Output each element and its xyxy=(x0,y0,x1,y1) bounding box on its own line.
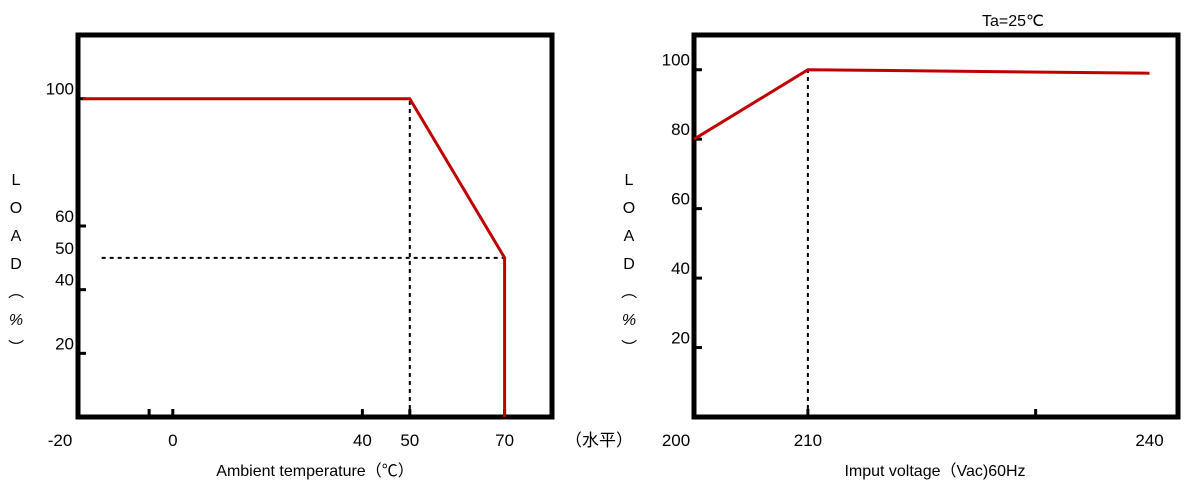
c1-y-tick-label: 50 xyxy=(55,239,74,258)
c2-x-tick-label: 210 xyxy=(794,431,822,450)
c2-y-axis-title-char: L xyxy=(625,172,634,189)
c2-y-axis-title-char: % xyxy=(622,312,636,329)
c1-x-tick-label: 0 xyxy=(168,431,177,450)
c1-y-axis-title-char: （ xyxy=(6,283,24,299)
c2-y-tick-label: 100 xyxy=(662,51,690,70)
chart-temperature: -20 0 40 50 70 100 60 50 40 20 （水平） Ambient temp… xyxy=(6,32,633,480)
chart2-annotation: Ta=25℃ xyxy=(982,13,1044,30)
chart1-x-axis-title: Ambient temperature（℃） xyxy=(216,462,413,480)
c2-y-axis-title-char: D xyxy=(623,256,635,273)
c1-y-tick-label: 20 xyxy=(55,334,74,353)
c2-y-axis-title-char: A xyxy=(624,228,635,245)
c1-y-axis-title-char: L xyxy=(12,172,21,189)
c1-x-tick-label: 70 xyxy=(495,431,514,450)
c1-y-axis-title-char: O xyxy=(10,200,22,217)
c2-y-tick-label: 80 xyxy=(671,120,690,139)
c1-y-tick-label: 40 xyxy=(55,271,74,290)
c1-y-axis-title-char: ） xyxy=(6,339,24,355)
c2-y-axis-title-char: O xyxy=(623,200,635,217)
c1-y-tick-label: 100 xyxy=(46,80,74,99)
c2-x-tick-label: 240 xyxy=(1135,431,1163,450)
c2-x-tick-label: 200 xyxy=(662,431,690,450)
c1-x-tick-label: 40 xyxy=(353,431,372,450)
chart2-x-axis-title: Imput voltage（Vac)60Hz xyxy=(844,462,1025,480)
chart1-frame xyxy=(75,32,555,420)
c1-x-tick-label: -20 xyxy=(48,431,73,450)
c1-x-tick-label: 50 xyxy=(400,431,419,450)
c2-y-tick-label: 20 xyxy=(671,329,690,348)
c2-y-tick-label: 40 xyxy=(671,259,690,278)
chart2-frame xyxy=(691,32,1181,420)
c2-y-axis-title-char: （ xyxy=(619,283,637,299)
c2-series-line xyxy=(693,68,1150,141)
chart1-extra-label: （水平） xyxy=(565,431,633,450)
c1-y-axis-title-char: D xyxy=(10,256,22,273)
c1-y-tick-label: 60 xyxy=(55,207,74,226)
c1-y-axis-title-char: % xyxy=(9,312,23,329)
c1-y-axis-title-char: A xyxy=(11,228,22,245)
c2-y-axis-title-char: ） xyxy=(619,339,637,355)
chart-voltage: Ta=25℃ 200 210 240 100 80 60 40 20 Imput volta… xyxy=(619,13,1181,480)
c2-y-tick-label: 60 xyxy=(671,190,690,209)
c1-series-line xyxy=(82,97,507,417)
